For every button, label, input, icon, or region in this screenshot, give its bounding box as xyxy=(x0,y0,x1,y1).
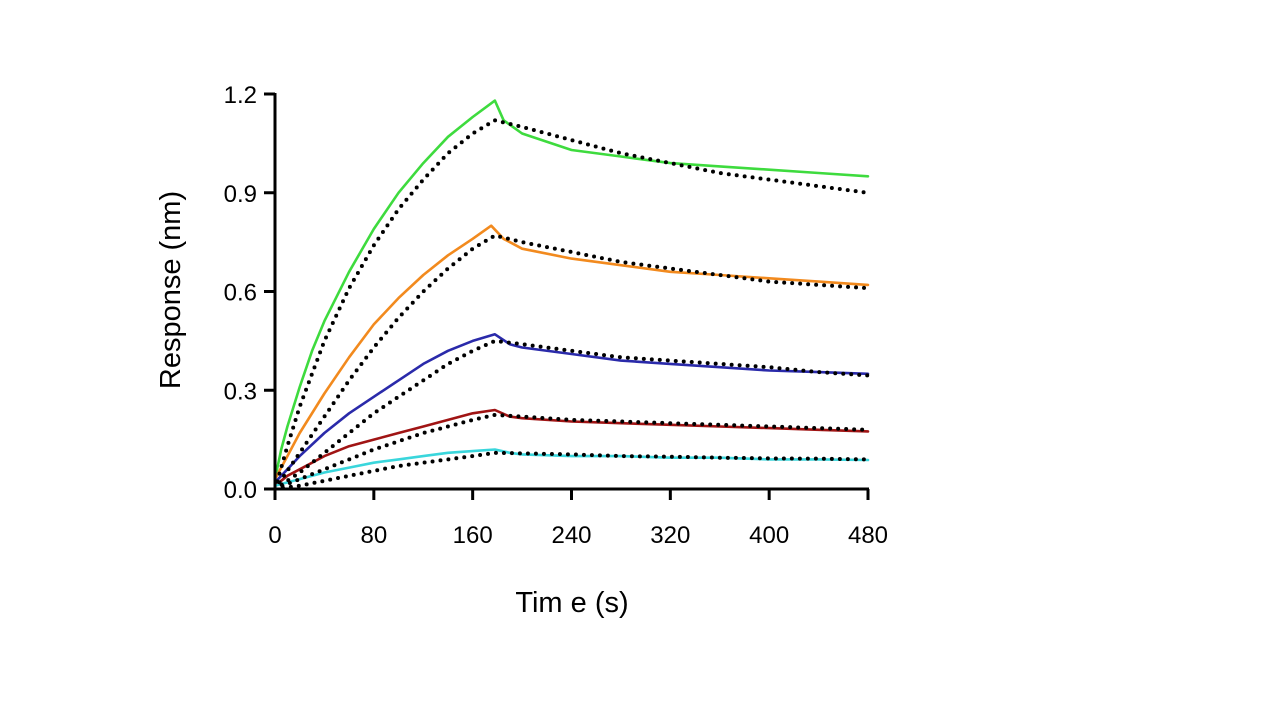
axes-layer xyxy=(273,93,869,491)
series-line-fit-cyan xyxy=(273,450,870,491)
series-line-measured-blue xyxy=(273,332,870,484)
x-tick-label: 240 xyxy=(551,522,591,549)
x-tick-label: 0 xyxy=(268,522,281,549)
ticks-layer: 0 80 160 240 320 400 480 0.0 0.3 0.6 0.9 1.2 xyxy=(224,82,888,549)
series-line-fit-green xyxy=(273,118,870,491)
x-tick-label: 480 xyxy=(848,522,888,549)
x-axis-title: Tim e (s) xyxy=(515,587,628,619)
y-axis-title: Response (nm) xyxy=(155,191,187,389)
y-tick-label: 0.0 xyxy=(224,477,257,504)
y-tick-label: 0.3 xyxy=(224,378,257,405)
series-layer xyxy=(273,99,870,491)
y-tick-label: 0.6 xyxy=(224,280,257,307)
series-line-fit-dark-red xyxy=(273,412,870,491)
x-tick-label: 400 xyxy=(749,522,789,549)
series-line-fit-orange xyxy=(273,233,870,491)
series-line-fit-blue xyxy=(273,338,870,491)
x-tick-label: 320 xyxy=(650,522,690,549)
x-tick-label: 160 xyxy=(453,522,493,549)
y-tick-label: 0.9 xyxy=(224,181,257,208)
x-tick-label: 80 xyxy=(360,522,387,549)
series-line-measured-green xyxy=(273,99,870,481)
y-tick-label: 1.2 xyxy=(224,82,257,109)
series-line-measured-dark-red xyxy=(273,408,870,488)
